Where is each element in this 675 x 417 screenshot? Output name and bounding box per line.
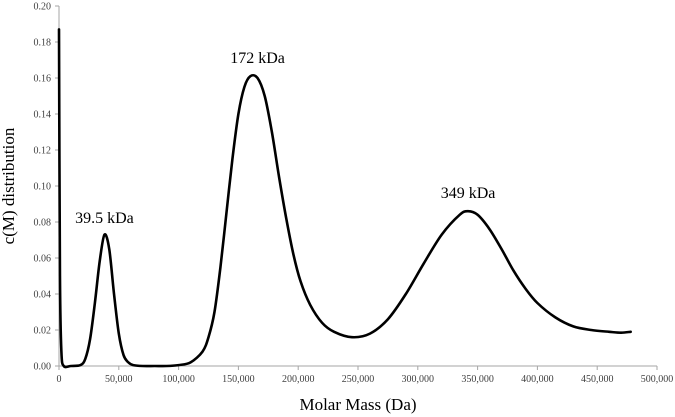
y-axis-ticks: 0.00 0.02 0.04 0.06 0.08 0.10 0.12 0.14 0.16 0.18… <box>34 2 59 373</box>
y-tick-label: 0.02 <box>34 326 52 337</box>
x-tick-label: 400,000 <box>521 374 554 385</box>
peak-annotations: 39.5 kDa 172 kDa 349 kDa <box>75 50 495 227</box>
x-tick-label: 250,000 <box>342 374 375 385</box>
x-tick-label: 450,000 <box>581 374 614 385</box>
y-tick-label: 0.08 <box>34 218 52 229</box>
axes <box>58 6 657 367</box>
y-tick-label: 0.12 <box>34 146 52 157</box>
x-tick-label: 300,000 <box>402 374 435 385</box>
y-tick-label: 0.06 <box>34 254 52 265</box>
y-tick-label: 0.00 <box>34 362 52 373</box>
x-tick-label: 150,000 <box>222 374 255 385</box>
peak-label: 349 kDa <box>441 185 496 202</box>
y-axis-title: c(M) distribution <box>0 127 18 244</box>
cm-distribution-line <box>57 28 632 369</box>
y-tick-label: 0.18 <box>34 38 52 49</box>
peak-label: 172 kDa <box>230 50 285 67</box>
x-tick-label: 0 <box>57 374 62 385</box>
peak-label: 39.5 kDa <box>75 210 134 227</box>
x-tick-label: 50,000 <box>105 374 133 385</box>
y-tick-label: 0.10 <box>34 182 52 193</box>
y-tick-label: 0.14 <box>34 110 52 121</box>
x-axis-ticks: 0 50,000 100,000 150,000 200,000 250,000 300,0… <box>57 366 674 385</box>
x-tick-label: 350,000 <box>461 374 494 385</box>
x-axis-title: Molar Mass (Da) <box>299 395 416 414</box>
y-tick-label: 0.16 <box>34 74 52 85</box>
x-tick-label: 200,000 <box>282 374 315 385</box>
y-tick-label: 0.04 <box>34 290 52 301</box>
x-tick-label: 100,000 <box>162 374 195 385</box>
x-tick-label: 500,000 <box>641 374 674 385</box>
y-tick-label: 0.20 <box>34 2 52 13</box>
